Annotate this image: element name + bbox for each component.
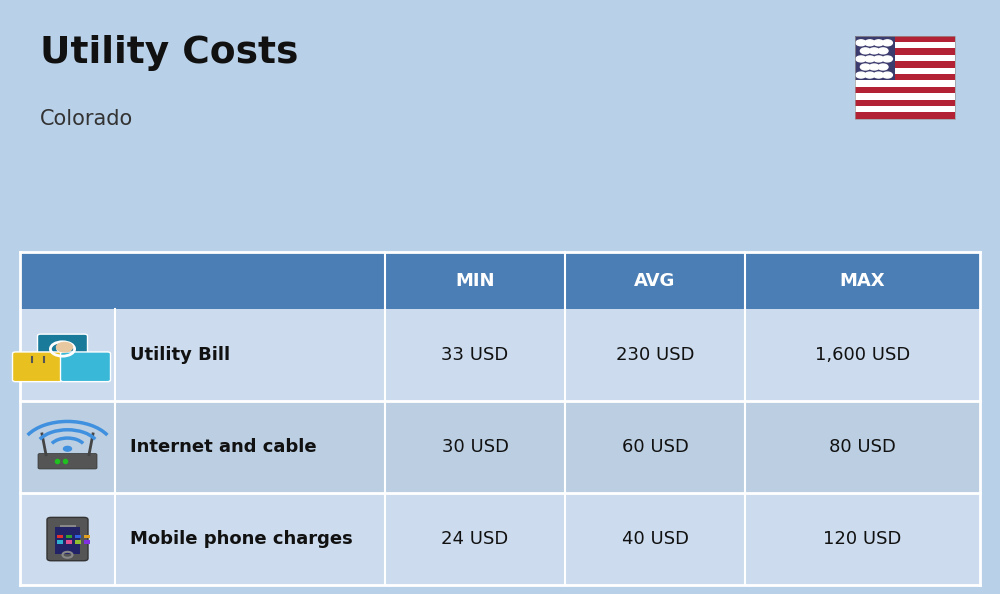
Bar bbox=[855, 36, 955, 119]
Bar bbox=[55, 527, 80, 554]
Circle shape bbox=[874, 72, 884, 78]
Bar bbox=[84, 535, 90, 538]
Bar bbox=[20, 493, 980, 585]
FancyBboxPatch shape bbox=[38, 454, 97, 469]
Bar bbox=[60, 525, 76, 527]
Text: 33 USD: 33 USD bbox=[441, 346, 509, 364]
Bar bbox=[75, 540, 81, 544]
Text: 24 USD: 24 USD bbox=[441, 530, 509, 548]
Bar bbox=[855, 55, 955, 61]
Bar bbox=[855, 42, 955, 49]
Circle shape bbox=[856, 72, 866, 78]
Circle shape bbox=[869, 48, 879, 54]
Text: 1,600 USD: 1,600 USD bbox=[815, 346, 910, 364]
Circle shape bbox=[860, 64, 870, 70]
Bar bbox=[66, 535, 72, 538]
Circle shape bbox=[874, 40, 884, 46]
Bar bbox=[855, 36, 895, 80]
Circle shape bbox=[878, 64, 888, 70]
Circle shape bbox=[878, 48, 888, 54]
Bar bbox=[66, 540, 72, 544]
Text: AVG: AVG bbox=[634, 271, 676, 290]
Text: Colorado: Colorado bbox=[40, 109, 133, 129]
Text: Internet and cable: Internet and cable bbox=[130, 438, 317, 456]
Circle shape bbox=[874, 56, 884, 62]
Bar bbox=[20, 309, 980, 401]
Circle shape bbox=[856, 40, 866, 46]
Text: MIN: MIN bbox=[455, 271, 495, 290]
Bar bbox=[57, 540, 63, 544]
Text: 60 USD: 60 USD bbox=[622, 438, 688, 456]
Circle shape bbox=[865, 40, 875, 46]
Circle shape bbox=[869, 64, 879, 70]
Bar bbox=[855, 80, 955, 87]
Circle shape bbox=[882, 56, 892, 62]
FancyBboxPatch shape bbox=[60, 352, 110, 382]
Bar bbox=[855, 106, 955, 112]
Bar bbox=[855, 49, 955, 55]
Bar bbox=[57, 535, 63, 538]
Bar bbox=[855, 61, 955, 68]
Bar bbox=[20, 401, 980, 493]
Text: Mobile phone charges: Mobile phone charges bbox=[130, 530, 353, 548]
Bar bbox=[855, 100, 955, 106]
Text: 40 USD: 40 USD bbox=[622, 530, 688, 548]
Bar bbox=[20, 252, 980, 309]
Bar bbox=[84, 540, 90, 544]
Bar bbox=[855, 74, 955, 80]
Circle shape bbox=[64, 447, 72, 451]
Text: Utility Bill: Utility Bill bbox=[130, 346, 230, 364]
Circle shape bbox=[57, 346, 68, 352]
Circle shape bbox=[882, 72, 892, 78]
Text: 230 USD: 230 USD bbox=[616, 346, 694, 364]
Text: MAX: MAX bbox=[840, 271, 885, 290]
Circle shape bbox=[860, 48, 870, 54]
Text: 80 USD: 80 USD bbox=[829, 438, 896, 456]
Bar bbox=[855, 36, 955, 42]
FancyBboxPatch shape bbox=[47, 517, 88, 561]
Bar bbox=[855, 112, 955, 119]
Bar bbox=[855, 68, 955, 74]
Circle shape bbox=[56, 342, 72, 352]
Text: 30 USD: 30 USD bbox=[442, 438, 509, 456]
Text: 120 USD: 120 USD bbox=[823, 530, 902, 548]
Circle shape bbox=[865, 72, 875, 78]
Circle shape bbox=[865, 56, 875, 62]
Text: Utility Costs: Utility Costs bbox=[40, 36, 298, 71]
Circle shape bbox=[882, 40, 892, 46]
FancyBboxPatch shape bbox=[38, 334, 88, 364]
Circle shape bbox=[856, 56, 866, 62]
FancyBboxPatch shape bbox=[13, 352, 62, 382]
Bar bbox=[855, 87, 955, 93]
Bar bbox=[855, 93, 955, 100]
Bar bbox=[75, 535, 81, 538]
